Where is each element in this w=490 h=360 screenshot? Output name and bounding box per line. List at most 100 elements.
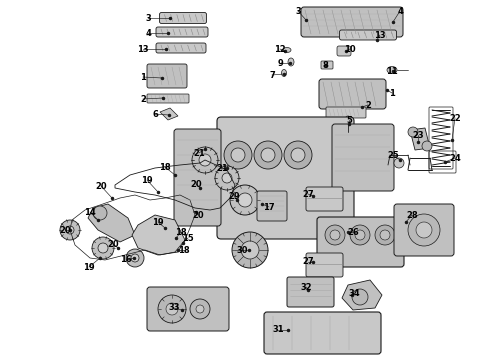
Text: 13: 13: [374, 31, 386, 40]
Text: 12: 12: [274, 45, 286, 54]
Text: 3: 3: [295, 6, 301, 15]
FancyBboxPatch shape: [257, 191, 287, 221]
Text: 21: 21: [216, 163, 228, 172]
Text: 8: 8: [322, 60, 328, 69]
Text: 20: 20: [59, 225, 71, 234]
FancyBboxPatch shape: [337, 46, 351, 56]
Text: 22: 22: [449, 113, 461, 122]
Ellipse shape: [281, 69, 287, 77]
Circle shape: [222, 173, 232, 183]
Text: 11: 11: [386, 67, 398, 76]
Text: 19: 19: [141, 176, 153, 185]
FancyBboxPatch shape: [174, 129, 221, 226]
Circle shape: [422, 141, 432, 151]
Text: 25: 25: [387, 150, 399, 159]
Circle shape: [416, 222, 432, 238]
Text: 9: 9: [277, 59, 283, 68]
Circle shape: [232, 232, 268, 268]
Text: 32: 32: [300, 283, 312, 292]
Text: 20: 20: [192, 211, 204, 220]
Circle shape: [355, 230, 365, 240]
Circle shape: [224, 141, 252, 169]
Circle shape: [254, 141, 282, 169]
Text: 19: 19: [152, 217, 164, 226]
FancyBboxPatch shape: [147, 287, 229, 331]
Text: 19: 19: [83, 262, 95, 271]
Text: 7: 7: [269, 71, 275, 80]
FancyBboxPatch shape: [317, 217, 404, 267]
Text: 5: 5: [346, 116, 352, 125]
Circle shape: [261, 148, 275, 162]
Text: 6: 6: [152, 109, 158, 118]
Circle shape: [352, 289, 368, 305]
Circle shape: [190, 299, 210, 319]
Text: 2: 2: [365, 100, 371, 109]
Circle shape: [158, 295, 186, 323]
Text: 14: 14: [84, 207, 96, 216]
Circle shape: [92, 237, 114, 259]
Circle shape: [330, 230, 340, 240]
Text: 20: 20: [190, 180, 202, 189]
Text: 4: 4: [397, 6, 403, 15]
Circle shape: [215, 166, 239, 190]
Text: 27: 27: [302, 189, 314, 198]
Polygon shape: [132, 215, 185, 255]
FancyBboxPatch shape: [306, 187, 343, 211]
Circle shape: [192, 147, 218, 173]
Text: 21: 21: [193, 149, 205, 158]
Polygon shape: [88, 204, 135, 242]
Text: 23: 23: [412, 131, 424, 140]
Text: 2: 2: [140, 95, 146, 104]
Text: 26: 26: [347, 228, 359, 237]
Circle shape: [196, 305, 204, 313]
Text: 34: 34: [348, 288, 360, 297]
Text: 28: 28: [406, 211, 418, 220]
Text: 3: 3: [145, 14, 151, 23]
Text: 13: 13: [137, 45, 149, 54]
Circle shape: [126, 249, 144, 267]
Polygon shape: [342, 280, 382, 310]
Circle shape: [231, 148, 245, 162]
Text: 16: 16: [120, 256, 132, 265]
Circle shape: [93, 206, 107, 220]
Polygon shape: [410, 128, 430, 150]
Text: 20: 20: [107, 239, 119, 248]
Circle shape: [408, 214, 440, 246]
Text: 33: 33: [168, 303, 180, 312]
Text: 31: 31: [272, 325, 284, 334]
Circle shape: [60, 220, 80, 240]
Circle shape: [98, 243, 108, 253]
Text: 20: 20: [95, 181, 107, 190]
FancyBboxPatch shape: [264, 312, 381, 354]
Circle shape: [241, 241, 259, 259]
FancyBboxPatch shape: [306, 253, 343, 277]
Circle shape: [166, 303, 178, 315]
Text: 1: 1: [389, 89, 395, 98]
FancyBboxPatch shape: [156, 43, 206, 53]
Ellipse shape: [288, 58, 294, 66]
Ellipse shape: [387, 67, 397, 73]
Text: 1: 1: [140, 72, 146, 81]
Text: 4: 4: [145, 28, 151, 37]
Text: 30: 30: [236, 246, 248, 255]
FancyBboxPatch shape: [147, 94, 189, 103]
Text: 18: 18: [175, 228, 187, 237]
FancyBboxPatch shape: [301, 7, 403, 37]
FancyBboxPatch shape: [340, 30, 396, 40]
Circle shape: [394, 158, 404, 168]
Text: 10: 10: [344, 45, 356, 54]
Text: 17: 17: [263, 202, 275, 212]
FancyBboxPatch shape: [332, 124, 394, 191]
Circle shape: [66, 226, 74, 234]
Circle shape: [291, 148, 305, 162]
Circle shape: [375, 225, 395, 245]
Text: 27: 27: [302, 257, 314, 266]
Polygon shape: [160, 108, 178, 120]
Circle shape: [325, 225, 345, 245]
Circle shape: [230, 185, 260, 215]
FancyBboxPatch shape: [156, 27, 208, 37]
Text: 18: 18: [178, 246, 190, 255]
FancyBboxPatch shape: [319, 79, 386, 109]
Circle shape: [131, 254, 139, 262]
Text: 24: 24: [449, 153, 461, 162]
